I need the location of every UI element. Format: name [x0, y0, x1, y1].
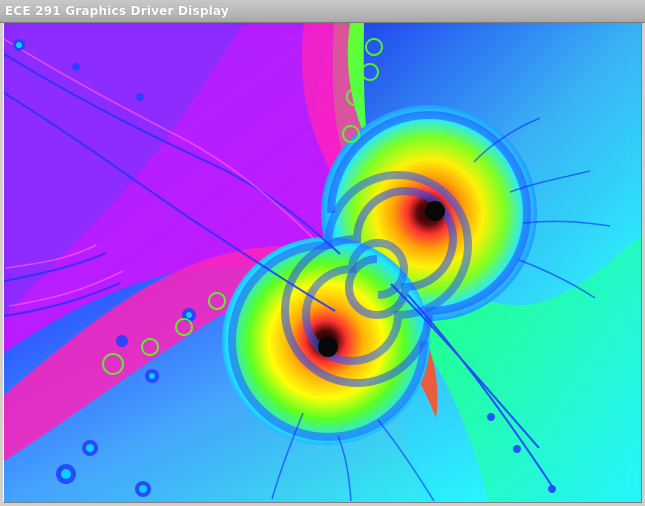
- fractal-image: [4, 23, 641, 502]
- title-bar[interactable]: ECE 291 Graphics Driver Display: [0, 0, 645, 23]
- window-title: ECE 291 Graphics Driver Display: [5, 4, 229, 18]
- display-canvas: [3, 23, 642, 503]
